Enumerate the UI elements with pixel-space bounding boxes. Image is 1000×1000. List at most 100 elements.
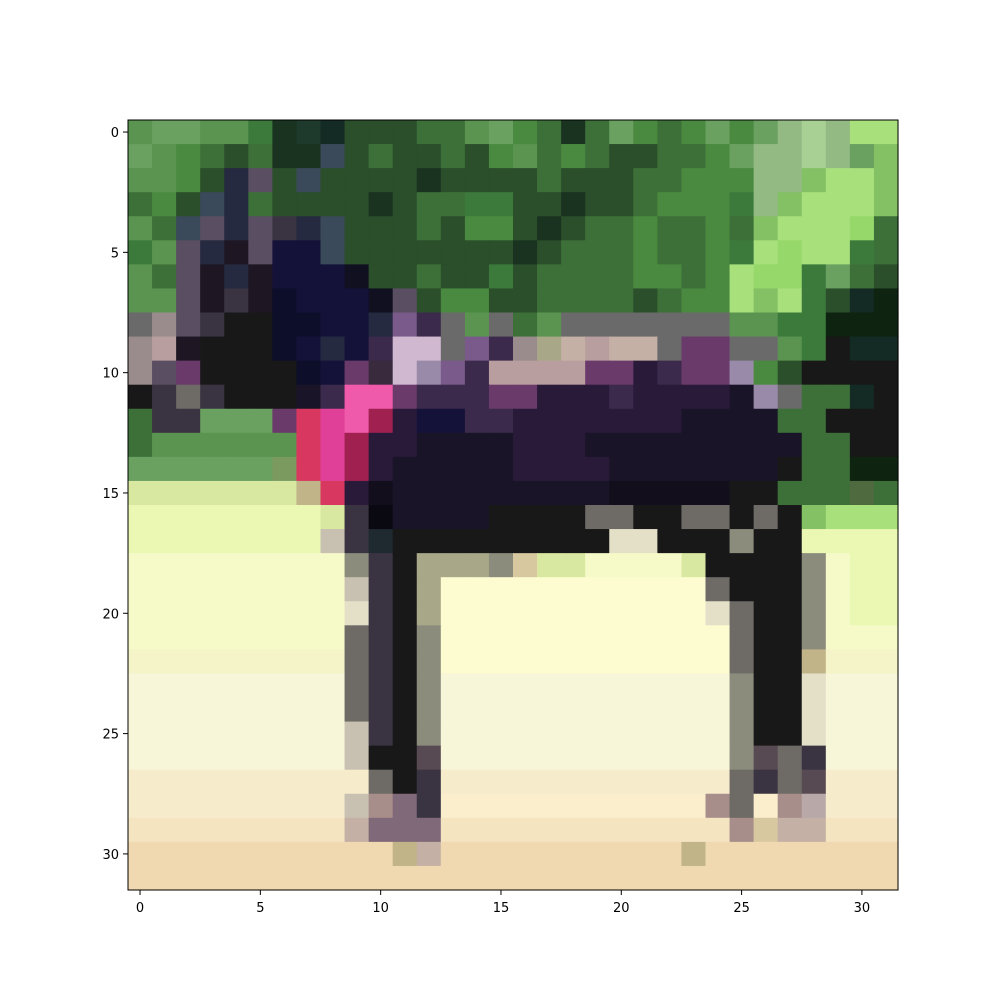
- heatmap-cell: [513, 577, 538, 602]
- heatmap-cell: [754, 313, 779, 338]
- heatmap-cell: [321, 120, 346, 145]
- heatmap-cell: [681, 818, 706, 843]
- heatmap-cell: [441, 746, 466, 771]
- heatmap-cell: [296, 866, 321, 891]
- heatmap-cell: [417, 313, 442, 338]
- heatmap-cell: [152, 649, 177, 674]
- heatmap-cell: [369, 216, 394, 241]
- heatmap-cell: [874, 601, 899, 626]
- heatmap-cell: [513, 794, 538, 819]
- heatmap-cell: [441, 866, 466, 891]
- heatmap-cell: [754, 457, 779, 482]
- heatmap-cell: [321, 673, 346, 698]
- heatmap-cell: [200, 264, 225, 289]
- heatmap-cell: [706, 385, 731, 410]
- heatmap-cell: [248, 505, 273, 530]
- heatmap-cell: [248, 168, 273, 193]
- heatmap-cell: [465, 192, 490, 217]
- heatmap-cell: [706, 481, 731, 506]
- heatmap-cell: [706, 746, 731, 771]
- heatmap-cell: [657, 481, 682, 506]
- heatmap-cell: [224, 818, 249, 843]
- heatmap-cell: [224, 457, 249, 482]
- heatmap-cell: [754, 481, 779, 506]
- heatmap-cell: [585, 722, 610, 747]
- heatmap-cell: [802, 505, 827, 530]
- heatmap-cell: [345, 216, 370, 241]
- heatmap-cell: [489, 264, 514, 289]
- heatmap-cell: [152, 601, 177, 626]
- heatmap-cell: [224, 722, 249, 747]
- heatmap-cell: [489, 746, 514, 771]
- heatmap-cell: [537, 240, 562, 265]
- heatmap-cell: [609, 673, 634, 698]
- heatmap-cell: [345, 842, 370, 867]
- heatmap-cell: [754, 192, 779, 217]
- heatmap-cell: [561, 240, 586, 265]
- heatmap-cell: [850, 722, 875, 747]
- heatmap-cell: [681, 722, 706, 747]
- heatmap-cell: [657, 722, 682, 747]
- heatmap-cell: [321, 577, 346, 602]
- heatmap-cell: [609, 770, 634, 795]
- heatmap-cell: [128, 144, 153, 169]
- heatmap-cell: [730, 625, 755, 650]
- heatmap-cell: [850, 866, 875, 891]
- heatmap-cell: [345, 240, 370, 265]
- heatmap-cell: [272, 361, 297, 386]
- heatmap-cell: [657, 842, 682, 867]
- heatmap-cell: [561, 409, 586, 434]
- heatmap-cell: [489, 240, 514, 265]
- heatmap-cell: [537, 433, 562, 458]
- heatmap-cell: [537, 192, 562, 217]
- heatmap-cell: [272, 625, 297, 650]
- heatmap-cell: [657, 264, 682, 289]
- heatmap-cell: [730, 120, 755, 145]
- heatmap-cell: [513, 457, 538, 482]
- heatmap-cell: [778, 240, 803, 265]
- heatmap-cell: [369, 722, 394, 747]
- heatmap-cell: [706, 722, 731, 747]
- heatmap-cell: [441, 168, 466, 193]
- heatmap-cell: [345, 288, 370, 313]
- heatmap-cell: [417, 698, 442, 723]
- heatmap-cell: [681, 746, 706, 771]
- heatmap-cell: [128, 673, 153, 698]
- heatmap-cell: [754, 625, 779, 650]
- heatmap-cell: [826, 673, 851, 698]
- heatmap-cell: [537, 866, 562, 891]
- heatmap-cell: [441, 120, 466, 145]
- heatmap-cell: [128, 433, 153, 458]
- heatmap-cell: [706, 337, 731, 362]
- heatmap-cell: [730, 698, 755, 723]
- heatmap-cell: [224, 409, 249, 434]
- heatmap-cell: [296, 842, 321, 867]
- y-tick-label: 5: [111, 246, 119, 261]
- heatmap-cell: [585, 649, 610, 674]
- heatmap-cell: [152, 337, 177, 362]
- heatmap-cell: [200, 625, 225, 650]
- heatmap-cell: [657, 673, 682, 698]
- heatmap-cell: [248, 601, 273, 626]
- heatmap-cell: [417, 264, 442, 289]
- heatmap-cell: [802, 337, 827, 362]
- heatmap-cell: [321, 264, 346, 289]
- heatmap-cell: [152, 842, 177, 867]
- heatmap-cell: [465, 746, 490, 771]
- heatmap-cell: [200, 746, 225, 771]
- heatmap-cell: [321, 722, 346, 747]
- heatmap-cell: [441, 313, 466, 338]
- heatmap-cell: [369, 288, 394, 313]
- heatmap-cell: [248, 457, 273, 482]
- heatmap-cell: [826, 313, 851, 338]
- heatmap-cell: [345, 866, 370, 891]
- heatmap-cell: [778, 794, 803, 819]
- heatmap-cell: [369, 673, 394, 698]
- heatmap-cell: [200, 649, 225, 674]
- heatmap-cell: [345, 577, 370, 602]
- heatmap-cell: [513, 361, 538, 386]
- heatmap-cell: [200, 553, 225, 578]
- heatmap-cell: [248, 120, 273, 145]
- heatmap-cell: [537, 481, 562, 506]
- heatmap-cell: [224, 553, 249, 578]
